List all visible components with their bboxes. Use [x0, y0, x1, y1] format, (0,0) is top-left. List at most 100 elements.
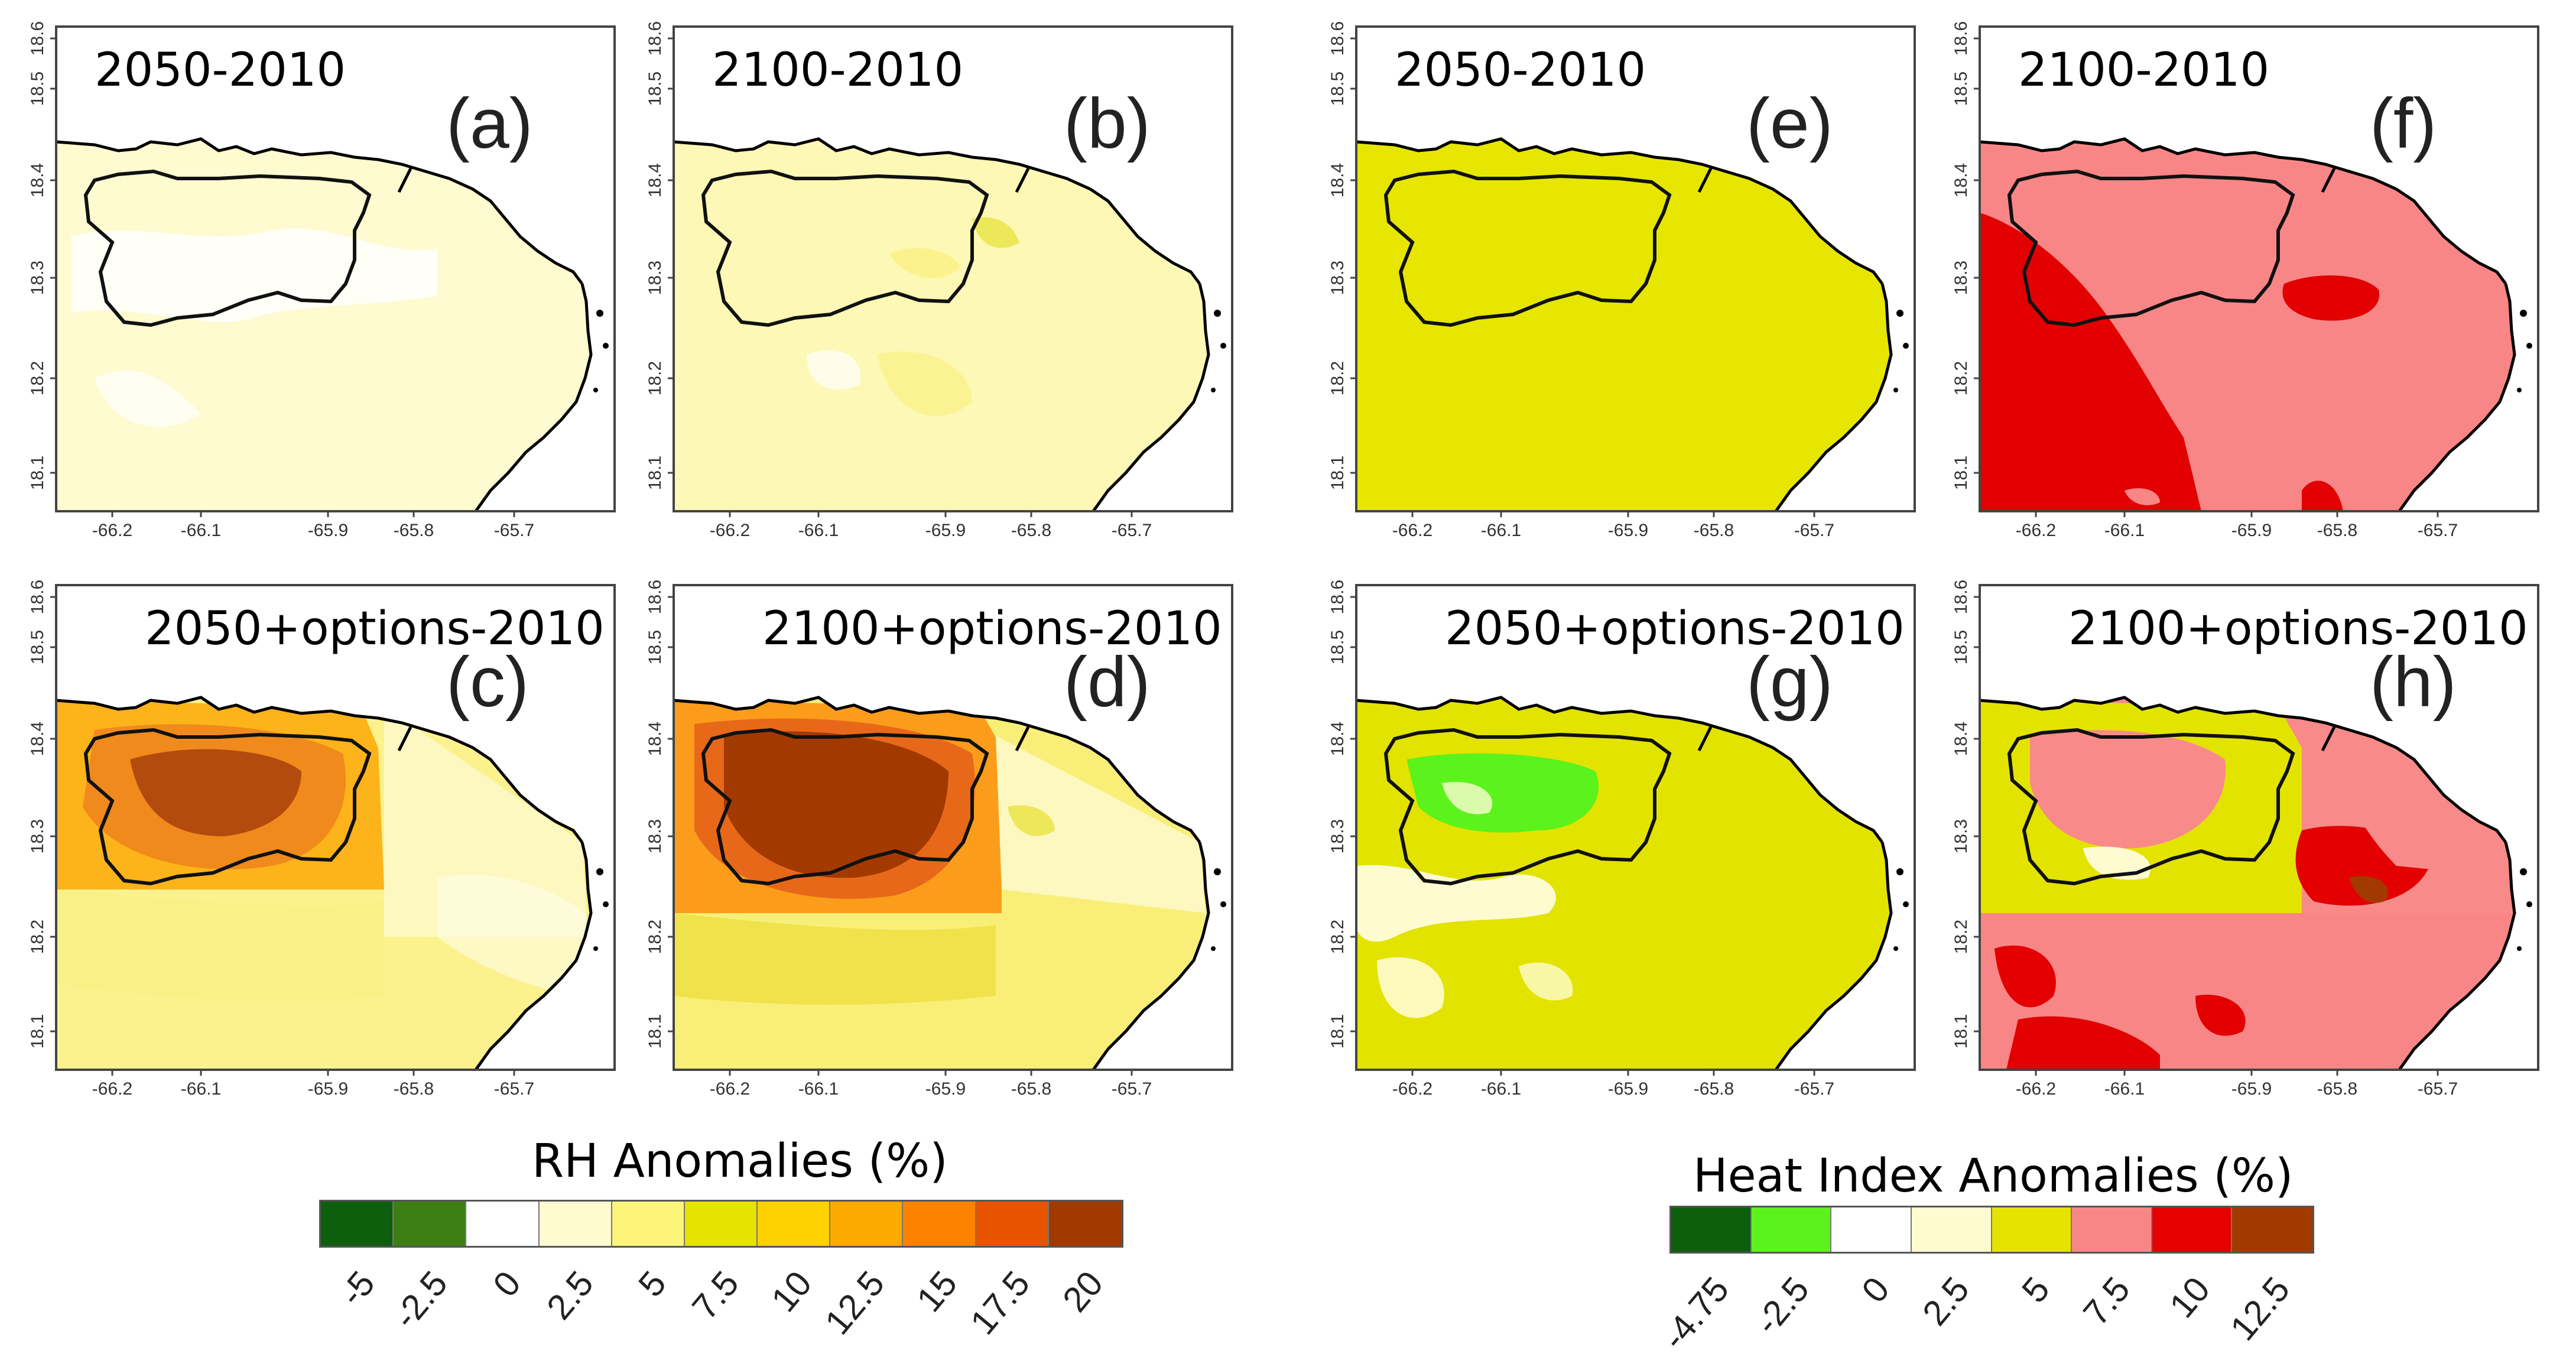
municipal-boundary-c [83, 728, 372, 886]
coastline-e [1356, 137, 1883, 285]
coastline-a [56, 137, 583, 285]
legend-tick-label: 7.5 [2075, 1269, 2138, 1333]
lat-tick-label: 18.3 [1951, 261, 1971, 295]
lon-tick-label: -66.2 [2016, 521, 2056, 540]
legend-tick-label: -5 [332, 1263, 383, 1313]
rh-legend-colorbar [319, 1200, 1123, 1248]
lon-tick-label: -66.2 [1392, 1079, 1432, 1099]
map-panel-e: -66.2 -66.1 -65.9 -65.8 -65.7 18.1 18.2 18.3 18.… [1324, 21, 1921, 540]
legend-color-box [1992, 1207, 2073, 1252]
anomaly-pattern-h [1980, 700, 2512, 1070]
map-panel-d: -66.2 -66.1 -65.9 -65.8 -65.7 18.1 18.2 18.3 18.… [641, 580, 1238, 1099]
lat-tick-label: 18.1 [645, 456, 665, 490]
panel-label-h: (h) [2370, 642, 2457, 722]
lon-tick-label: -65.7 [2418, 1079, 2458, 1099]
lon-tick-label: -66.2 [92, 521, 132, 540]
lat-tick-label: 18.6 [1951, 580, 1971, 614]
lat-tick-label: 18.6 [1951, 21, 1971, 56]
coastline-east-g [1774, 842, 1893, 1071]
legend-tick-label: 12.5 [2223, 1269, 2298, 1348]
lat-tick-label: 18.2 [1951, 920, 1971, 954]
legend-tick-label: 5 [2014, 1269, 2057, 1310]
lon-tick-label: -65.7 [1112, 1079, 1152, 1099]
legend-tick-label: 20 [1054, 1263, 1111, 1320]
anomaly-pattern-c [56, 700, 588, 1001]
map-frame-d [673, 584, 1233, 1071]
coastline-g [1356, 696, 1883, 843]
lon-tick-label: -66.2 [710, 521, 750, 540]
lat-tick-label: 18.4 [645, 722, 665, 756]
lat-tick-label: 18.2 [645, 361, 665, 395]
coastline-f [1979, 137, 2507, 285]
legend-color-box [466, 1202, 540, 1246]
lon-tick-label: -66.1 [181, 521, 221, 540]
lon-tick-label: -65.7 [494, 1079, 534, 1099]
lon-tick-label: -65.7 [1794, 1079, 1834, 1099]
lon-tick-label: -65.8 [2317, 1079, 2357, 1099]
legend-color-box [1751, 1207, 1832, 1252]
lat-tick-label: 18.5 [645, 72, 665, 106]
lat-tick-label: 18.6 [645, 21, 665, 56]
lat-tick-label: 18.3 [1328, 261, 1347, 295]
lat-tick-label: 18.4 [1951, 163, 1971, 197]
panel-title-e: 2050-2010 [1395, 44, 1646, 97]
legend-color-box [976, 1202, 1049, 1246]
lon-tick-label: -65.7 [1112, 521, 1152, 540]
coastline-east-a [474, 283, 593, 512]
lon-tick-label: -65.9 [925, 521, 966, 540]
lon-tick-label: -66.1 [2104, 1079, 2145, 1099]
lat-tick-label: 18.1 [28, 456, 47, 490]
lat-tick-label: 18.3 [1328, 819, 1347, 853]
lon-tick-label: -66.2 [710, 1079, 750, 1099]
legend-tick-label: 2.5 [538, 1263, 601, 1327]
lon-tick-label: -65.7 [1794, 521, 1834, 540]
panel-title-a: 2050-2010 [95, 44, 346, 97]
map-panel-f: -66.2 -66.1 -65.9 -65.8 -65.7 18.1 18.2 18.3 18.… [1947, 21, 2544, 540]
lon-tick-label: -65.7 [2418, 521, 2458, 540]
legend-color-box [394, 1202, 467, 1246]
lat-tick-label: 18.6 [645, 580, 665, 614]
lat-tick-label: 18.6 [28, 21, 47, 56]
lon-tick-label: -65.8 [1694, 1079, 1734, 1099]
legend-color-box [2232, 1207, 2312, 1252]
legend-color-box [1048, 1202, 1122, 1246]
legend-tick-label: 0 [485, 1263, 528, 1304]
map-frame-a [55, 25, 616, 512]
lat-tick-label: 18.4 [1951, 722, 1971, 756]
lat-tick-label: 18.5 [645, 630, 665, 664]
land-fill-e [1356, 139, 1891, 511]
panel-label-e: (e) [1746, 84, 1833, 163]
lon-tick-label: -65.9 [2231, 1079, 2272, 1099]
lat-tick-label: 18.3 [645, 261, 665, 295]
lat-tick-label: 18.3 [1951, 819, 1971, 853]
lon-tick-label: -65.9 [2231, 521, 2272, 540]
municipal-boundary-a [83, 169, 372, 327]
lon-tick-label: -66.1 [798, 1079, 839, 1099]
municipal-boundary-d [701, 728, 989, 886]
panel-label-f: (f) [2370, 84, 2437, 163]
panel-label-a: (a) [446, 84, 533, 163]
panel-title-d: 2100+options-2010 [762, 602, 1222, 655]
coastline-c [56, 696, 583, 843]
legend-tick-label: 2.5 [1915, 1269, 1977, 1333]
coastline-h [1979, 696, 2507, 843]
lat-tick-label: 18.2 [1951, 361, 1971, 395]
lon-tick-label: -65.8 [394, 1079, 434, 1099]
legend-tick-label: 10 [764, 1263, 820, 1320]
lat-tick-label: 18.3 [28, 261, 47, 295]
legend-tick-label: 15 [909, 1263, 965, 1320]
lon-tick-label: -65.8 [2317, 521, 2357, 540]
lat-tick-label: 18.5 [1951, 72, 1971, 106]
lat-tick-label: 18.3 [645, 819, 665, 853]
legend-color-box [2072, 1207, 2152, 1252]
lat-tick-label: 18.4 [645, 163, 665, 197]
map-frame-h [1979, 584, 2539, 1071]
municipal-boundary-h [2007, 728, 2295, 886]
legend-tick-label: 5 [631, 1263, 674, 1304]
lat-tick-label: 18.1 [28, 1014, 47, 1048]
lon-tick-label: -66.1 [2104, 521, 2145, 540]
lon-tick-label: -65.9 [925, 1079, 966, 1099]
panel-title-h: 2100+options-2010 [2068, 602, 2528, 655]
legend-tick-label: 10 [2161, 1269, 2218, 1326]
panel-title-f: 2100-2010 [2018, 44, 2269, 97]
